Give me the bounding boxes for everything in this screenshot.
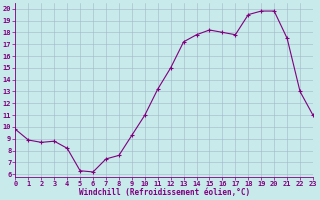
X-axis label: Windchill (Refroidissement éolien,°C): Windchill (Refroidissement éolien,°C) [79,188,250,197]
